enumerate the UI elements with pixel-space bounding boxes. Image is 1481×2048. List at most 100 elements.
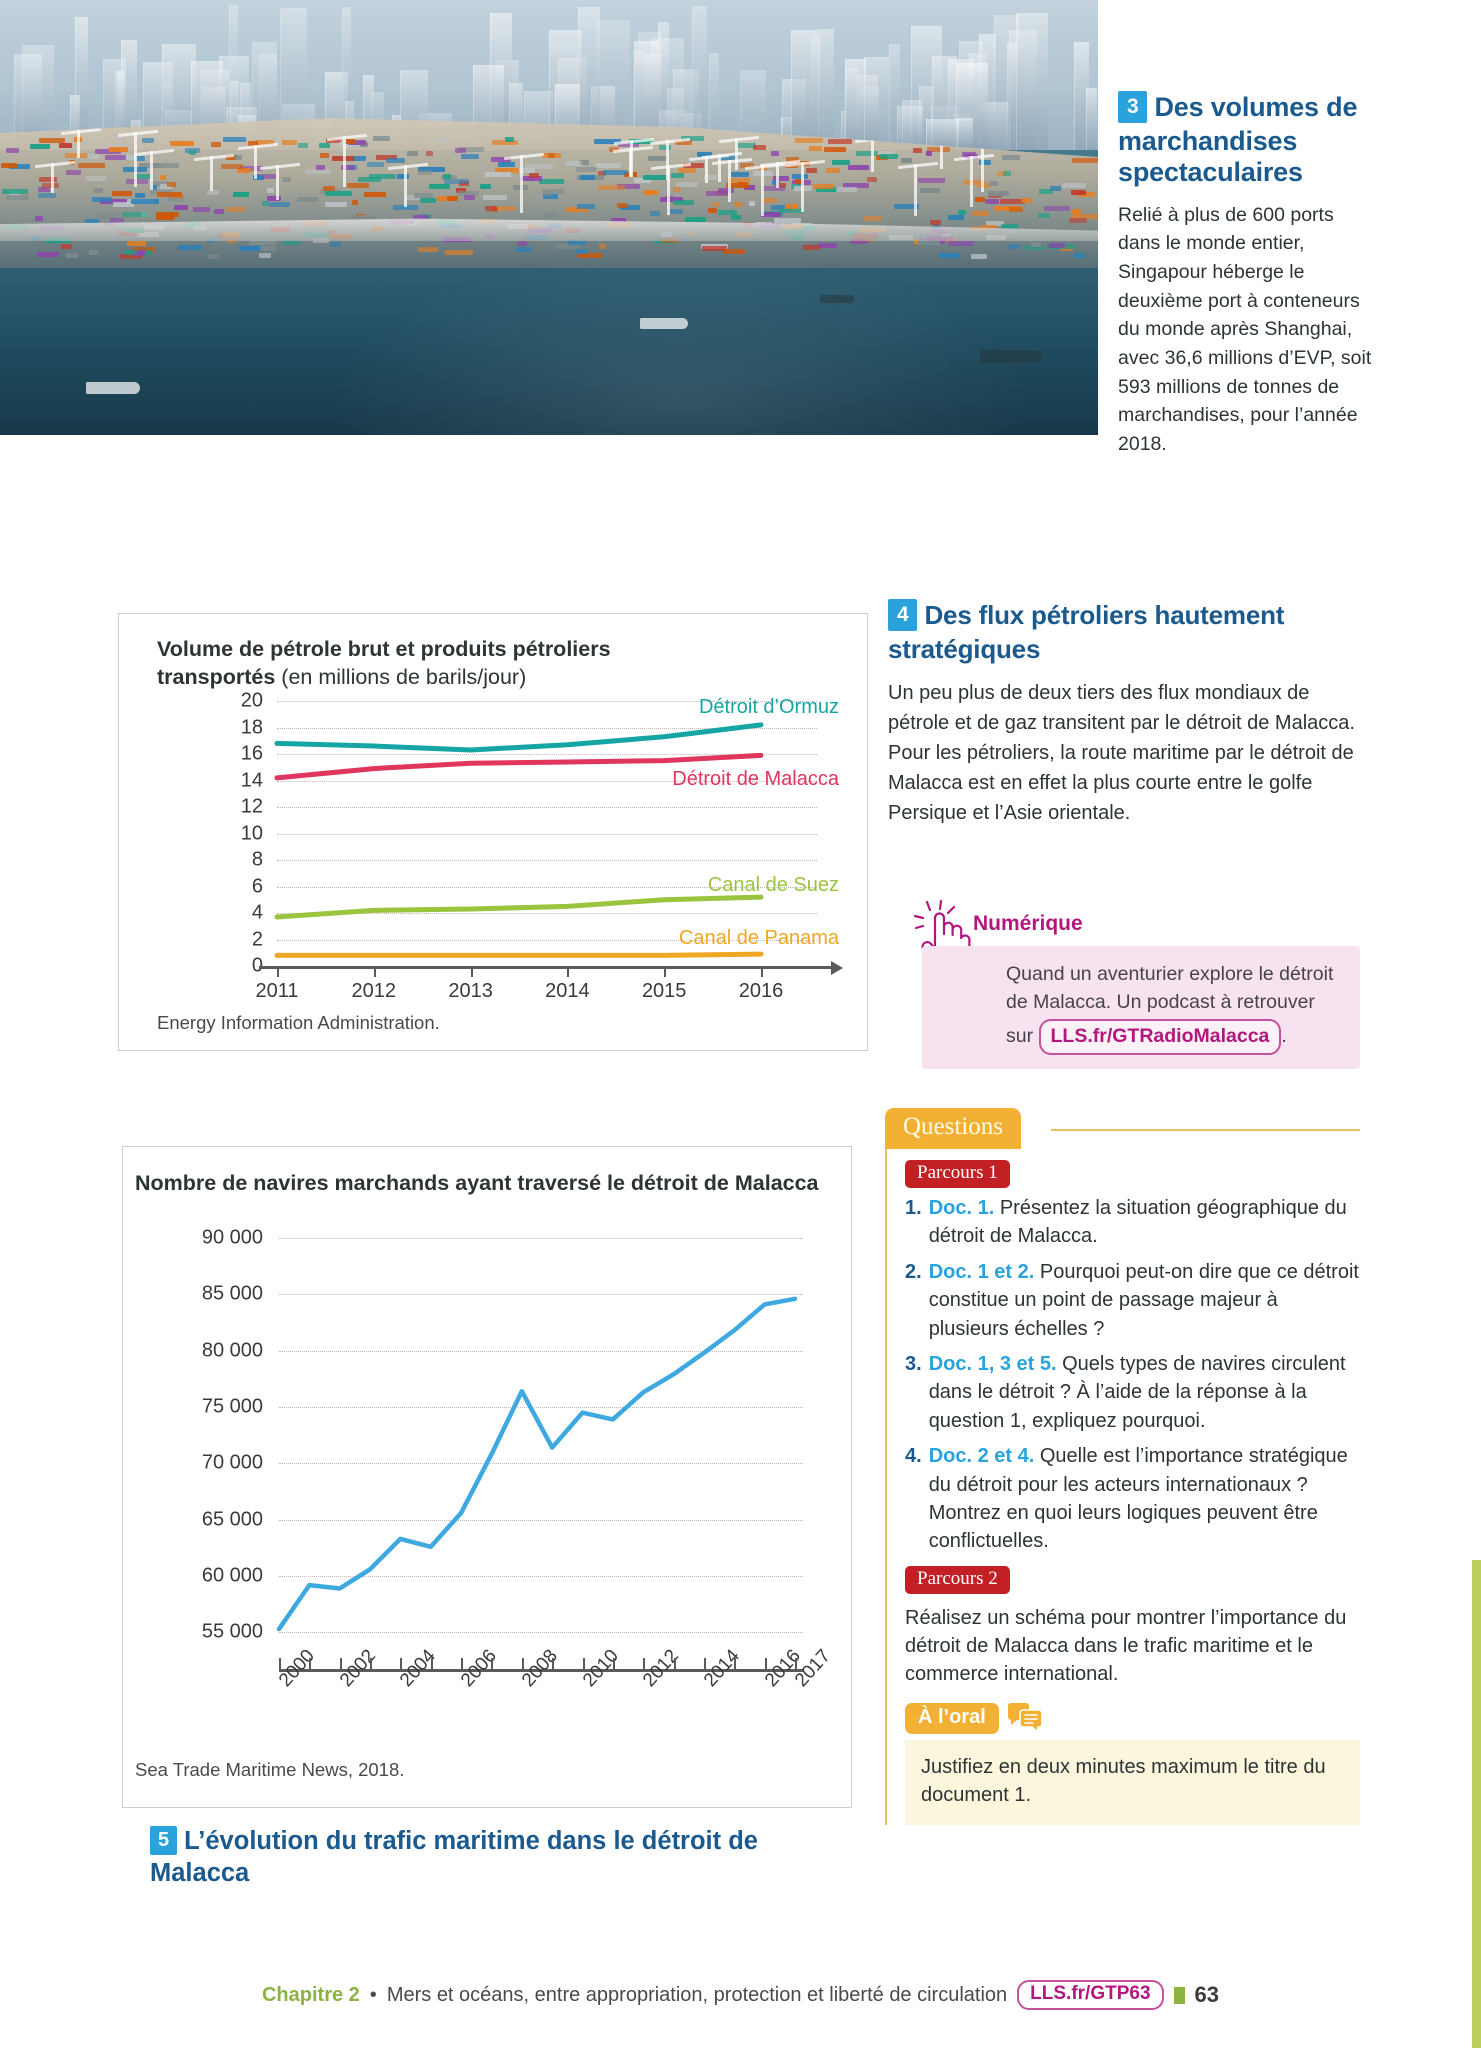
y-axis-tick-label: 55 000: [201, 1620, 263, 1643]
numerique-link[interactable]: LLS.fr/GTRadioMalacca: [1038, 1018, 1282, 1055]
building: [341, 6, 352, 150]
container: [259, 252, 271, 258]
gridline: [277, 939, 817, 941]
x-axis-tick-label: 2012: [351, 980, 397, 1002]
container: [485, 205, 498, 211]
container: [86, 176, 106, 182]
container: [297, 143, 309, 149]
container: [893, 204, 919, 210]
footer-link[interactable]: LLS.fr/GTP63: [1017, 1980, 1164, 2010]
container: [538, 179, 564, 185]
container: [697, 151, 713, 157]
container: [226, 154, 237, 160]
doc3-block: 3 Des volumes de marchandises spectaculai…: [1118, 91, 1376, 459]
container: [791, 183, 801, 189]
gantry-crane: [149, 151, 153, 191]
gantry-crane: [776, 162, 780, 189]
container: [948, 241, 974, 247]
y-axis-tick-label: 16: [240, 742, 263, 765]
container: [35, 215, 43, 221]
container: [135, 173, 151, 179]
container: [156, 212, 179, 218]
container: [368, 173, 396, 179]
gantry-crane: [133, 131, 137, 187]
y-axis-tick-label: 85 000: [201, 1282, 263, 1305]
container: [962, 152, 976, 158]
building: [1074, 41, 1089, 150]
container: [1049, 185, 1061, 191]
doc3-body: Relié à plus de 600 ports dans le monde …: [1118, 203, 1372, 455]
gridline: [279, 1407, 803, 1408]
question-doc-ref[interactable]: Doc. 1, 3 et 5.: [928, 1352, 1057, 1375]
gridline: [279, 1576, 803, 1578]
container: [734, 202, 743, 208]
container: [443, 174, 452, 180]
container: [938, 253, 961, 259]
container: [505, 136, 514, 142]
building: [1007, 42, 1018, 150]
building: [888, 43, 901, 150]
container: [681, 136, 704, 142]
x-axis-tick: [734, 1658, 737, 1670]
container: [925, 150, 933, 156]
container: [324, 201, 347, 207]
container: [221, 163, 243, 169]
container: [329, 241, 342, 247]
question-body: Quelle est l’importance stratégique du d…: [928, 1445, 1348, 1553]
gantry-crane: [665, 139, 669, 181]
x-axis-tick: [703, 1658, 706, 1670]
doc3-number-badge: 3: [1118, 91, 1148, 123]
container: [126, 241, 147, 247]
container: [1000, 224, 1019, 230]
container: [731, 172, 749, 178]
container: [985, 221, 1005, 227]
container: [166, 197, 184, 202]
container: [282, 176, 291, 182]
container: [985, 198, 1000, 204]
x-axis-arrow: [831, 960, 843, 975]
chart2-plot: 55 000 60 000 65 000 70 000 75 000 80 000 85 0…: [123, 1147, 853, 1809]
gridline: [277, 727, 817, 729]
container: [548, 152, 555, 158]
container: [85, 219, 99, 225]
container: [762, 185, 785, 191]
x-axis-tick: [277, 968, 279, 977]
container: [675, 140, 692, 146]
question-item: 4. Doc. 2 et 4. Quelle est l’importance …: [905, 1442, 1360, 1556]
container: [979, 160, 991, 166]
y-axis-tick-label: 60 000: [201, 1564, 263, 1587]
question-doc-ref[interactable]: Doc. 1 et 2.: [928, 1260, 1035, 1283]
question-doc-ref[interactable]: Doc. 1.: [928, 1197, 995, 1219]
container: [238, 166, 264, 172]
container: [405, 195, 422, 201]
container: [418, 170, 433, 176]
x-axis-tick: [552, 1658, 555, 1670]
container: [418, 166, 445, 172]
container: [568, 239, 587, 245]
gridline: [279, 1519, 803, 1521]
question-number: 4.: [905, 1445, 922, 1468]
container: [188, 149, 197, 155]
container: [38, 137, 65, 143]
container: [376, 154, 398, 160]
container: [650, 211, 660, 217]
container: [643, 174, 667, 180]
container: [603, 169, 628, 175]
container: [974, 197, 986, 203]
building: [103, 59, 127, 150]
building: [1016, 12, 1048, 150]
question-doc-ref[interactable]: Doc. 2 et 4.: [928, 1445, 1035, 1468]
container: [785, 156, 799, 162]
container: [947, 214, 964, 220]
container: [66, 169, 82, 175]
y-axis-tick-label: 8: [251, 848, 263, 871]
container: [1072, 157, 1098, 163]
container: [6, 195, 29, 201]
container: [130, 198, 159, 204]
container: [517, 240, 527, 246]
container: [78, 163, 105, 169]
question-item: 1. Doc. 1. Présentez la situation géogra…: [905, 1194, 1360, 1251]
container: [29, 144, 51, 150]
quay-road: [0, 218, 1098, 241]
container: [425, 151, 433, 157]
